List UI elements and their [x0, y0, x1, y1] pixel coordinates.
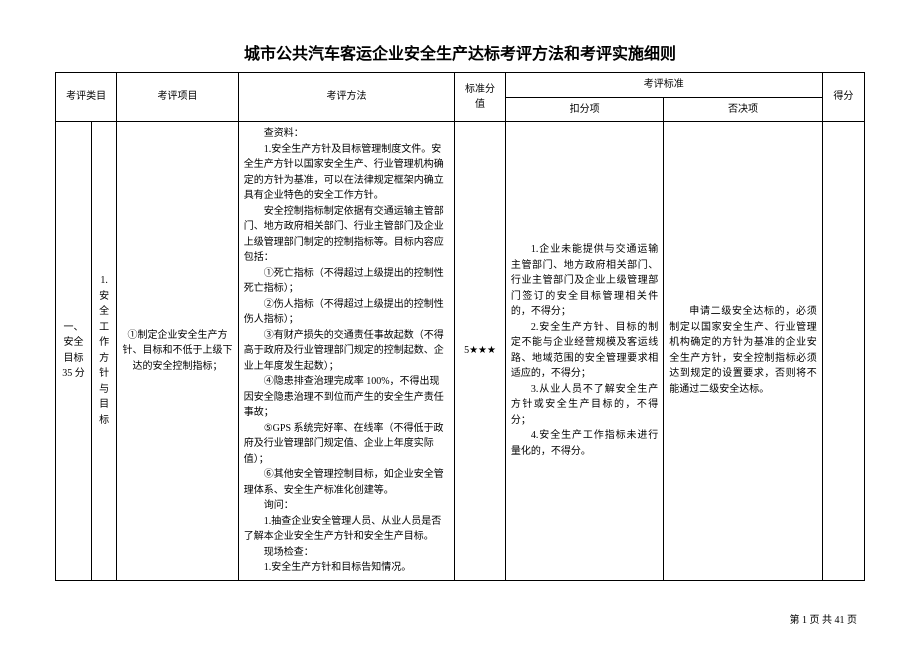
cell-deduction: 1.企业未能提供与交通运输主管部门、地方政府相关部门、行业主管部门及企业上级管理…	[505, 122, 663, 581]
method-line: 1.抽查企业安全管理人员、从业人员是否了解本企业安全生产方针和安全生产目标。	[244, 514, 450, 545]
deduction-line: 1.企业未能提供与交通运输主管部门、地方政府相关部门、行业主管部门及企业上级管理…	[511, 242, 658, 320]
deduction-line: 2.安全生产方针、目标的制定不能与企业经营规模及客运线路、地域范围的安全管理要求…	[511, 320, 658, 382]
method-line: ④隐患排查治理完成率 100%，不得出现因安全隐患治理不到位而产生的安全生产责任…	[244, 374, 450, 421]
method-line: ⑤GPS 系统完好率、在线率（不得低于政府及行业管理部门规定值、企业上年度实际值…	[244, 421, 450, 468]
hdr-veto: 否决项	[664, 97, 822, 122]
evaluation-table: 考评类目 考评项目 考评方法 标准分值 考评标准 得分 扣分项 否决项 一、安全…	[55, 72, 865, 581]
method-line: 1.安全生产方针和目标告知情况。	[244, 560, 450, 576]
method-line: 安全控制指标制定依据有交通运输主管部门、地方政府相关部门、行业主管部门及企业上级…	[244, 204, 450, 266]
veto-line: 申请二级安全达标的，必须制定以国家安全生产、行业管理机构确定的方针为基准的企业安…	[669, 304, 816, 397]
cell-method: 查资料： 1.安全生产方针及目标管理制度文件。安全生产方针以国家安全生产、行业管…	[238, 122, 455, 581]
deduction-line: 4.安全生产工作指标未进行量化的，不得分。	[511, 428, 658, 459]
page-title: 城市公共汽车客运企业安全生产达标考评方法和考评实施细则	[55, 40, 865, 64]
cell-result	[822, 122, 864, 581]
cell-score: 5★★★	[455, 122, 506, 581]
method-line: 1.安全生产方针及目标管理制度文件。安全生产方针以国家安全生产、行业管理机构确定…	[244, 142, 450, 204]
method-line: ⑥其他安全管理控制目标，如企业安全管理体系、安全生产标准化创建等。	[244, 467, 450, 498]
hdr-category: 考评类目	[56, 73, 117, 122]
hdr-result: 得分	[822, 73, 864, 122]
header-row-1: 考评类目 考评项目 考评方法 标准分值 考评标准 得分	[56, 73, 865, 98]
hdr-score: 标准分值	[455, 73, 506, 122]
cell-category: 一、安全目标 35 分	[56, 122, 92, 581]
method-line: 现场检查：	[244, 545, 450, 561]
hdr-method: 考评方法	[238, 73, 455, 122]
page-footer: 第 1 页 共 41 页	[55, 611, 865, 626]
cell-veto: 申请二级安全达标的，必须制定以国家安全生产、行业管理机构确定的方针为基准的企业安…	[664, 122, 822, 581]
deduction-line: 3.从业人员不了解安全生产方针或安全生产目标的，不得分；	[511, 382, 658, 429]
method-line: 询问：	[244, 498, 450, 514]
data-row: 一、安全目标 35 分 1. 安全工作方针与目标 ①制定企业安全生产方针、目标和…	[56, 122, 865, 581]
hdr-criteria: 考评标准	[505, 73, 822, 98]
method-line: 查资料：	[244, 126, 450, 142]
hdr-item: 考评项目	[117, 73, 238, 122]
method-line: ②伤人指标（不得超过上级提出的控制性伤人指标）；	[244, 297, 450, 328]
method-line: ③有财产损失的交通责任事故起数（不得高于政府及行业管理部门规定的控制起数、企业上…	[244, 328, 450, 375]
hdr-deduction: 扣分项	[505, 97, 663, 122]
cell-item: ①制定企业安全生产方针、目标和不低于上级下达的安全控制指标；	[117, 122, 238, 581]
method-line: ①死亡指标（不得超过上级提出的控制性死亡指标）；	[244, 266, 450, 297]
cell-subcategory: 1. 安全工作方针与目标	[91, 122, 116, 581]
